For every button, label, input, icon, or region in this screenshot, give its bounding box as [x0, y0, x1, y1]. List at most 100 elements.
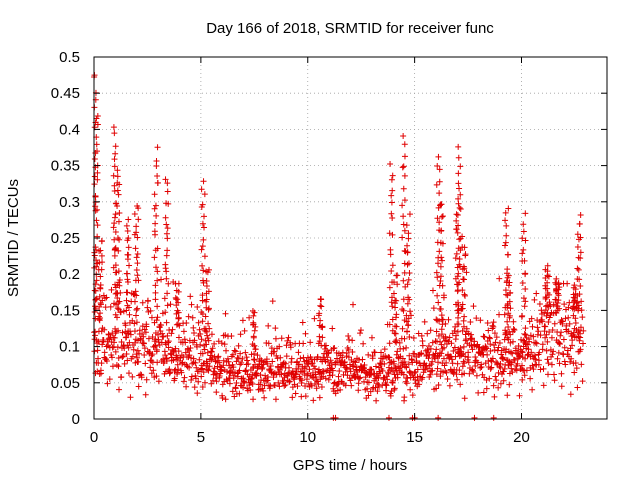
data-point — [567, 391, 574, 398]
data-point — [501, 242, 508, 249]
y-tick-label: 0.3 — [59, 194, 80, 211]
data-point — [101, 326, 108, 333]
data-point — [484, 319, 491, 326]
data-point — [115, 300, 122, 307]
data-point — [390, 368, 397, 375]
data-point — [94, 206, 101, 213]
data-point — [457, 205, 464, 212]
data-point — [322, 358, 329, 365]
data-point — [439, 257, 446, 264]
data-point — [433, 346, 440, 353]
data-point — [195, 378, 202, 385]
data-point — [505, 336, 512, 343]
data-point — [394, 272, 401, 279]
data-point — [169, 326, 176, 333]
data-point — [565, 304, 572, 311]
data-point — [577, 324, 584, 331]
data-point — [260, 387, 267, 394]
data-point — [91, 156, 98, 163]
data-point — [435, 204, 442, 211]
data-point — [456, 256, 463, 263]
data-point — [288, 355, 295, 362]
data-point — [456, 185, 463, 192]
data-point — [530, 366, 537, 373]
data-point — [438, 228, 445, 235]
data-point — [440, 344, 447, 351]
data-point — [302, 393, 309, 400]
data-point — [295, 365, 302, 372]
data-point — [97, 315, 104, 322]
data-point — [460, 276, 467, 283]
data-point — [576, 337, 583, 344]
data-point — [455, 310, 462, 317]
data-point — [132, 245, 139, 252]
data-point — [368, 366, 375, 373]
data-point — [445, 316, 452, 323]
data-point — [188, 355, 195, 362]
chart-title: Day 166 of 2018, SRMTID for receiver fun… — [206, 20, 494, 37]
data-point — [460, 317, 467, 324]
data-point — [214, 354, 221, 361]
data-point — [187, 293, 194, 300]
data-point — [408, 356, 415, 363]
data-point — [167, 369, 174, 376]
data-point — [246, 379, 253, 386]
data-point — [436, 248, 443, 255]
data-point — [133, 319, 140, 326]
data-point — [551, 320, 558, 327]
data-point — [265, 340, 272, 347]
data-point — [457, 191, 464, 198]
data-point — [250, 396, 257, 403]
data-point — [536, 349, 543, 356]
data-point — [307, 339, 314, 346]
data-point — [543, 347, 550, 354]
data-point — [434, 317, 441, 324]
data-point — [553, 309, 560, 316]
data-point — [180, 328, 187, 335]
data-point — [142, 329, 149, 336]
data-point — [157, 322, 164, 329]
data-point — [124, 289, 131, 296]
data-point — [110, 124, 117, 131]
data-point — [519, 362, 526, 369]
data-point — [111, 220, 118, 227]
data-point — [282, 360, 289, 367]
data-point — [126, 311, 133, 318]
data-point — [502, 217, 509, 224]
data-point — [298, 377, 305, 384]
data-point — [127, 331, 134, 338]
data-point — [401, 197, 408, 204]
data-point — [112, 143, 119, 150]
data-point — [440, 355, 447, 362]
data-point — [436, 166, 443, 173]
data-point — [293, 369, 300, 376]
data-point — [163, 268, 170, 275]
data-point — [469, 346, 476, 353]
data-point — [502, 209, 509, 216]
data-point — [484, 351, 491, 358]
data-point — [98, 252, 105, 259]
data-point — [571, 369, 578, 376]
data-point — [115, 218, 122, 225]
data-point — [131, 320, 138, 327]
data-point — [436, 219, 443, 226]
data-point — [112, 200, 119, 207]
data-point — [530, 333, 537, 340]
data-point — [403, 380, 410, 387]
data-point — [189, 314, 196, 321]
data-point — [553, 287, 560, 294]
data-point — [200, 178, 207, 185]
data-point — [188, 376, 195, 383]
data-point — [509, 369, 516, 376]
data-point — [153, 162, 160, 169]
data-point — [191, 337, 198, 344]
data-point — [389, 262, 396, 269]
data-point — [473, 372, 480, 379]
data-point — [496, 275, 503, 282]
data-point — [400, 163, 407, 170]
data-point — [203, 283, 210, 290]
data-point — [463, 336, 470, 343]
data-point — [134, 347, 141, 354]
data-point — [317, 302, 324, 309]
